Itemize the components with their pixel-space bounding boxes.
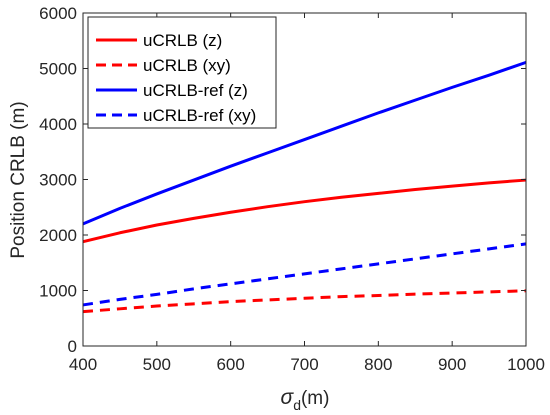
series-line-2 <box>82 60 527 226</box>
series-line-3 <box>82 242 527 307</box>
legend-box <box>87 16 277 129</box>
y-tick-label: 3000 <box>39 171 77 190</box>
legend-label-0: uCRLB (z) <box>143 31 222 50</box>
x-tick-label: 400 <box>69 355 97 374</box>
x-tick-label: 900 <box>438 355 466 374</box>
series-line-1 <box>82 289 527 314</box>
y-axis-label: Position CRLB (m) <box>8 101 29 258</box>
x-axis-label-unit: (m) <box>301 388 329 409</box>
series-line-0 <box>82 178 527 244</box>
legend-label-3: uCRLB-ref (xy) <box>143 106 256 125</box>
y-tick-label: 2000 <box>39 226 77 245</box>
x-tick-label: 1000 <box>507 355 545 374</box>
x-tick-label: 800 <box>364 355 392 374</box>
ticks-layer: 400 500 600 700 800 900 1000 0 1000 2000 3000 4000 5… <box>39 4 545 374</box>
x-axis-label-subscript: d <box>293 397 301 413</box>
y-tick-label: 4000 <box>39 115 77 134</box>
legend: uCRLB (z) uCRLB (xy) uCRLB-ref (z) uCRLB-re… <box>87 16 277 129</box>
y-tick-label: 1000 <box>39 282 77 301</box>
legend-label-2: uCRLB-ref (z) <box>143 81 248 100</box>
x-tick-label: 600 <box>216 355 244 374</box>
y-tick-label: 0 <box>68 337 77 356</box>
x-axis-label: σd(m) <box>281 386 330 413</box>
x-axis-label-symbol: σ <box>281 386 295 409</box>
y-tick-label: 6000 <box>39 4 77 23</box>
legend-label-1: uCRLB (xy) <box>143 56 231 75</box>
x-tick-label: 500 <box>143 355 171 374</box>
x-tick-label: 700 <box>290 355 318 374</box>
y-tick-label: 5000 <box>39 60 77 79</box>
series-layer <box>82 60 527 314</box>
